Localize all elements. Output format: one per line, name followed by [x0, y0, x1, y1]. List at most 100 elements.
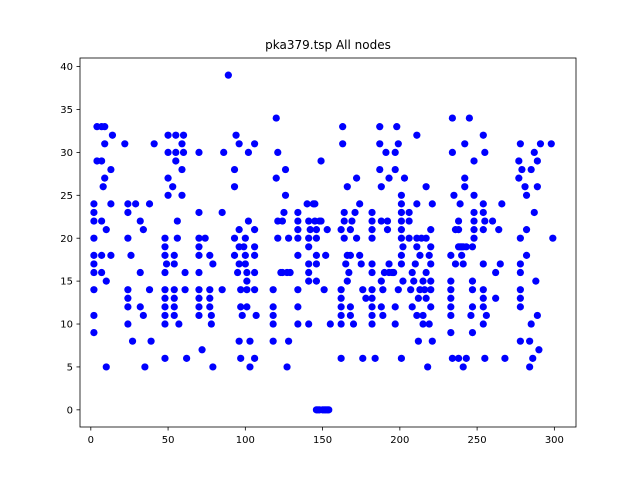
data-point-238	[368, 217, 376, 225]
data-point-371	[479, 303, 487, 311]
data-point-42	[139, 226, 147, 234]
data-point-389	[516, 260, 524, 268]
data-point-216	[340, 234, 348, 242]
data-point-66	[170, 260, 178, 268]
data-point-177	[305, 260, 313, 268]
y-tick-label-2: 10	[60, 320, 73, 331]
data-point-85	[195, 148, 203, 156]
y-tick-label-6: 30	[60, 148, 73, 159]
data-point-116	[235, 226, 243, 234]
data-point-343	[458, 251, 466, 259]
data-point-331	[448, 148, 456, 156]
data-point-163	[285, 337, 293, 345]
data-point-297	[413, 243, 421, 251]
data-point-359	[470, 157, 478, 165]
data-point-47	[147, 337, 155, 345]
data-point-285	[400, 174, 409, 182]
x-tick-label-1: 50	[162, 435, 175, 446]
data-point-45	[145, 200, 154, 208]
data-point-110	[230, 183, 239, 191]
data-point-14	[98, 217, 106, 225]
data-point-337	[454, 226, 463, 234]
data-point-159	[281, 191, 290, 199]
data-point-146	[269, 311, 277, 320]
data-point-21	[102, 226, 110, 234]
data-point-321	[428, 200, 436, 208]
data-point-328	[447, 311, 455, 320]
data-point-48	[150, 140, 158, 148]
data-point-284	[399, 243, 407, 251]
data-point-392	[516, 294, 524, 302]
data-point-44	[141, 363, 149, 371]
data-point-73	[172, 157, 180, 165]
data-point-346	[459, 363, 467, 371]
data-point-90	[195, 268, 203, 277]
data-point-215	[340, 217, 348, 225]
data-point-114	[234, 268, 242, 277]
data-point-7	[90, 286, 98, 294]
data-point-65	[170, 251, 178, 259]
data-point-362	[470, 217, 478, 225]
data-point-134	[246, 337, 254, 345]
x-tick-label-5: 250	[468, 435, 487, 446]
data-point-228	[351, 208, 359, 217]
data-point-334	[451, 260, 460, 268]
data-point-180	[305, 320, 313, 328]
data-point-37	[128, 337, 137, 345]
data-point-411	[535, 346, 543, 354]
data-point-230	[352, 234, 361, 242]
data-point-49	[161, 234, 169, 242]
data-point-287	[405, 217, 413, 225]
data-point-101	[207, 311, 215, 320]
data-point-2	[90, 217, 98, 225]
data-point-410	[533, 157, 541, 165]
data-point-74	[173, 217, 181, 225]
data-point-150	[272, 174, 280, 182]
data-point-270	[391, 165, 399, 174]
data-point-158	[281, 165, 290, 174]
data-point-313	[425, 251, 433, 259]
data-point-175	[305, 234, 313, 242]
data-point-221	[345, 268, 353, 277]
data-point-31	[124, 234, 132, 242]
data-point-290	[408, 303, 416, 311]
data-point-4	[90, 251, 98, 259]
chart-title: pka379.tsp All nodes	[265, 38, 391, 52]
data-point-3	[90, 234, 98, 242]
data-point-206	[337, 286, 345, 294]
data-point-373	[479, 131, 487, 139]
data-point-103	[209, 363, 217, 371]
data-point-288	[405, 234, 413, 242]
data-point-78	[178, 191, 186, 199]
data-point-176	[305, 243, 313, 251]
data-point-253	[377, 217, 385, 225]
data-point-83	[181, 286, 189, 294]
data-point-204	[326, 320, 334, 328]
data-point-231	[356, 200, 364, 208]
data-point-217	[342, 260, 350, 268]
data-point-222	[346, 226, 354, 234]
data-point-229	[352, 174, 361, 182]
data-point-147	[269, 320, 277, 328]
data-point-157	[280, 208, 288, 217]
data-point-312	[424, 363, 432, 371]
data-point-386	[515, 174, 523, 182]
data-point-208	[337, 303, 345, 311]
data-point-291	[408, 268, 416, 277]
data-point-188	[312, 260, 321, 268]
data-point-123	[238, 311, 246, 320]
data-point-109	[230, 165, 239, 174]
data-point-243	[368, 286, 376, 294]
data-point-212	[339, 123, 347, 131]
data-point-354	[468, 243, 477, 251]
data-point-53	[161, 286, 169, 294]
data-point-197	[320, 286, 328, 294]
data-point-200	[322, 251, 330, 259]
data-point-99	[206, 294, 214, 302]
data-point-165	[294, 208, 302, 217]
data-point-33	[124, 294, 132, 302]
data-point-294	[413, 131, 421, 139]
data-point-108	[224, 71, 232, 79]
data-point-345	[459, 260, 467, 268]
data-point-210	[337, 320, 345, 328]
